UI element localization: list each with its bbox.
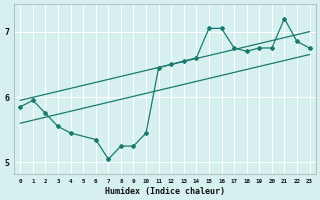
X-axis label: Humidex (Indice chaleur): Humidex (Indice chaleur): [105, 187, 225, 196]
